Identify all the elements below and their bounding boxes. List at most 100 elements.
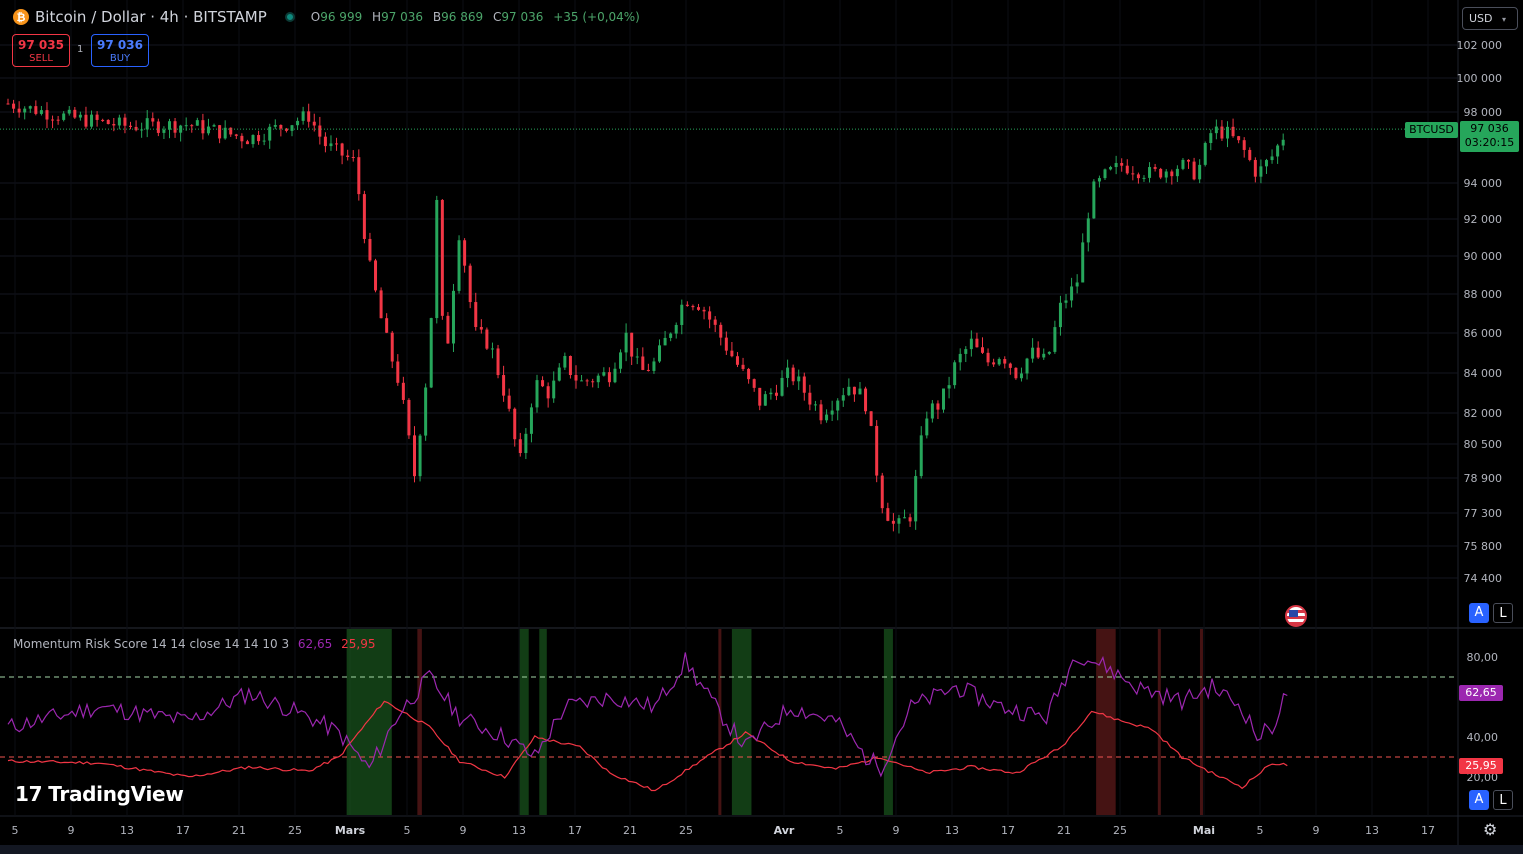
candle-body [457, 240, 461, 291]
log-scale-button-indicator[interactable]: L [1493, 790, 1513, 810]
candle-body [685, 304, 689, 306]
candle-body [680, 304, 684, 325]
candle-body [903, 517, 907, 519]
candle-body [212, 125, 216, 127]
candle-body [1058, 302, 1062, 328]
time-tick-label: 21 [1057, 824, 1071, 837]
candle-body [852, 386, 856, 395]
auto-scale-button-indicator[interactable]: A [1469, 790, 1489, 810]
last-price-tag: 97 036 03:20:15 [1460, 121, 1519, 152]
candle-body [351, 157, 355, 159]
candle-body [641, 356, 645, 370]
candle-body [1270, 156, 1274, 161]
symbol-price-label: BTCUSD [1405, 122, 1458, 138]
candle-body [229, 127, 233, 135]
candle-body [557, 367, 561, 381]
time-tick-label: 17 [176, 824, 190, 837]
candle-body [507, 395, 511, 409]
candle-body [919, 435, 923, 477]
candle-body [541, 380, 545, 387]
candle-body [942, 388, 946, 410]
candle-body [925, 418, 929, 436]
candle-body [1214, 126, 1218, 134]
symbol-title[interactable]: Bitcoin / Dollar · 4h · BITSTAMP [35, 8, 267, 26]
sell-button[interactable]: 97 035 SELL [12, 34, 70, 67]
candle-body [908, 517, 912, 522]
time-tick-label: 21 [232, 824, 246, 837]
candle-body [385, 318, 389, 333]
indicator-tick-label: 20,00 [1467, 771, 1499, 784]
candle-body [607, 372, 611, 383]
candle-body [307, 111, 311, 122]
candle-body [741, 364, 745, 369]
candle-body [479, 326, 483, 330]
candle-body [958, 353, 962, 363]
candle-body [691, 305, 695, 308]
price-tick-label: 90 000 [1464, 250, 1503, 263]
candle-body [658, 345, 662, 362]
candle-body [774, 392, 778, 396]
candle-body [624, 332, 628, 353]
buy-button[interactable]: 97 036 BUY [91, 34, 149, 67]
currency-selector[interactable]: USD ▾ [1462, 7, 1518, 30]
time-tick-label: 21 [623, 824, 637, 837]
candle-body [362, 194, 366, 239]
time-tick-label: 5 [404, 824, 411, 837]
price-tick-label: 92 000 [1464, 213, 1503, 226]
candle-body [129, 125, 133, 127]
time-tick-label: 13 [945, 824, 959, 837]
candle-body [296, 120, 300, 126]
candle-body [869, 411, 873, 426]
candle-body [251, 135, 255, 145]
gear-icon[interactable]: ⚙ [1483, 820, 1498, 839]
candle-body [134, 126, 138, 131]
auto-scale-button-main[interactable]: A [1469, 603, 1489, 623]
candle-body [808, 392, 812, 405]
price-tick-label: 75 800 [1464, 540, 1503, 553]
log-scale-button-main[interactable]: L [1493, 603, 1513, 623]
tradingview-logo[interactable]: 17 TradingView [15, 782, 184, 806]
candle-body [518, 439, 522, 454]
candle-body [117, 117, 121, 126]
price-tick-label: 84 000 [1464, 367, 1503, 380]
candle-body [424, 387, 428, 436]
market-status-icon[interactable] [284, 12, 295, 22]
candle-body [786, 367, 790, 378]
candle-body [1120, 163, 1124, 166]
candle-body [1264, 160, 1268, 167]
candle-body [1075, 282, 1079, 287]
candle-body [646, 369, 650, 371]
candle-body [930, 403, 934, 419]
candle-body [374, 260, 378, 291]
candle-body [1175, 168, 1179, 177]
candle-body [596, 375, 600, 383]
candle-body [702, 309, 706, 312]
candle-body [769, 392, 773, 395]
candle-body [758, 387, 762, 406]
time-tick-label: 9 [1313, 824, 1320, 837]
candle-body [273, 125, 277, 127]
candle-body [463, 240, 467, 266]
bull-zone [519, 629, 529, 815]
candle-body [485, 329, 489, 349]
candle-body [1231, 126, 1235, 137]
us-flag-icon[interactable] [1285, 605, 1307, 627]
candle-body [964, 349, 968, 354]
candle-body [708, 311, 712, 320]
price-tick-label: 94 000 [1464, 177, 1503, 190]
order-quantity[interactable]: 1 [77, 44, 84, 55]
candle-body [451, 290, 455, 344]
candle-body [1164, 171, 1168, 178]
indicator-legend[interactable]: Momentum Risk Score 14 14 close 14 14 10… [13, 637, 375, 651]
candle-body [975, 338, 979, 348]
candle-body [1053, 327, 1057, 352]
candle-body [1125, 165, 1129, 174]
candle-body [735, 356, 739, 365]
tradingview-logo-text: TradingView [48, 782, 184, 806]
candle-body [368, 238, 372, 261]
candle-body [167, 121, 171, 130]
candle-body [151, 118, 155, 122]
candle-body [619, 352, 623, 369]
candle-body [1008, 363, 1012, 368]
